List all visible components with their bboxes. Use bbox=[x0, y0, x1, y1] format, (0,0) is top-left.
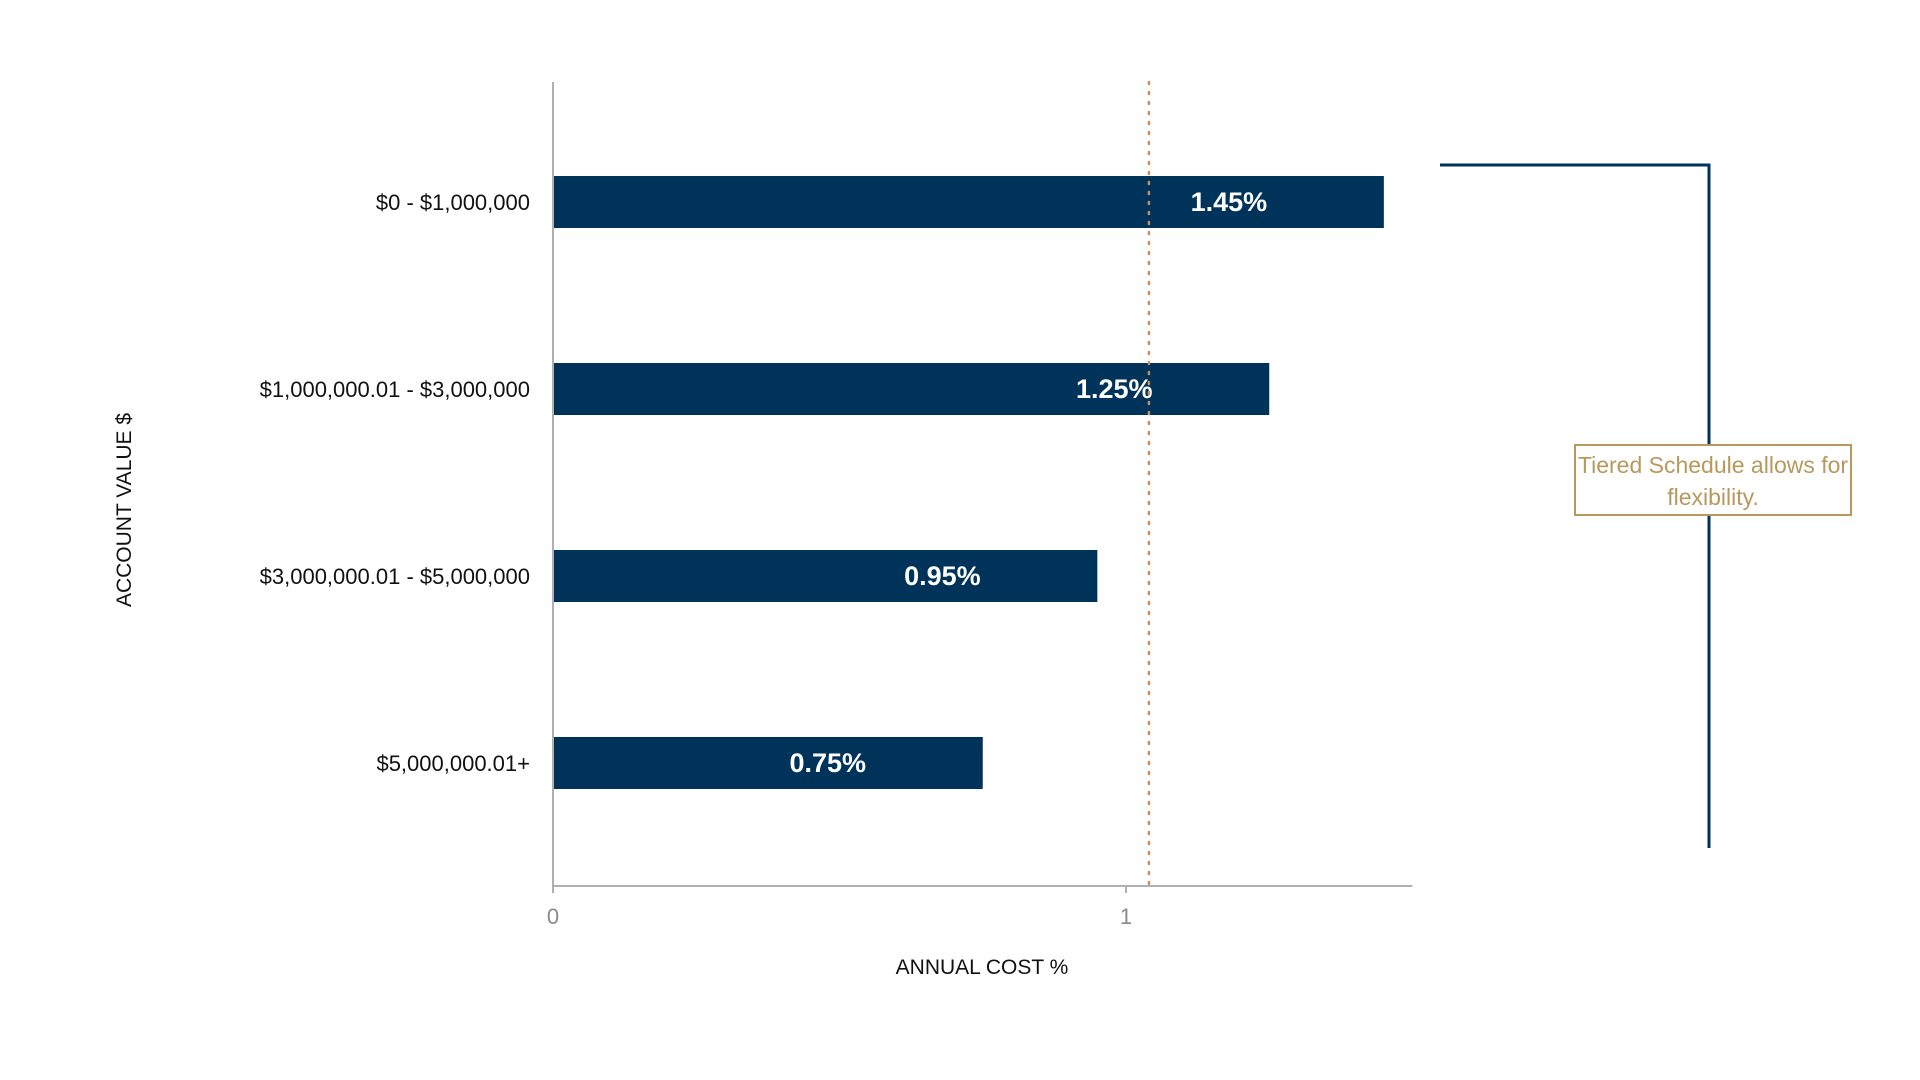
category-label-1: $0 - $1,000,000 bbox=[376, 190, 530, 215]
bar-2 bbox=[553, 363, 1270, 415]
x-axis-title: ANNUAL COST % bbox=[896, 956, 1069, 979]
bar-value-label-4: 0.75% bbox=[789, 748, 866, 778]
bar-3 bbox=[553, 550, 1098, 602]
bars-layer bbox=[553, 176, 1384, 789]
category-label-4: $5,000,000.01+ bbox=[376, 751, 530, 776]
x-tick-label-1: 1 bbox=[1120, 904, 1132, 929]
annotation-bracket bbox=[1440, 163, 1711, 848]
bar-1 bbox=[553, 176, 1384, 228]
y-axis-title: ACCOUNT VALUE $ bbox=[113, 413, 136, 607]
labels-layer: 1.45% $0 - $1,000,000 1.25% $1,000,000.01 -… bbox=[260, 187, 1267, 778]
bar-4 bbox=[553, 737, 983, 789]
bar-value-label-3: 0.95% bbox=[904, 561, 981, 591]
annotation-box: Tiered Schedule allows for flexibility. bbox=[1574, 444, 1852, 516]
bar-value-label-2: 1.25% bbox=[1076, 374, 1153, 404]
category-label-3: $3,000,000.01 - $5,000,000 bbox=[260, 564, 530, 589]
bar-value-label-1: 1.45% bbox=[1191, 187, 1268, 217]
category-label-2: $1,000,000.01 - $3,000,000 bbox=[260, 377, 530, 402]
x-tick-label-0: 0 bbox=[547, 904, 559, 929]
